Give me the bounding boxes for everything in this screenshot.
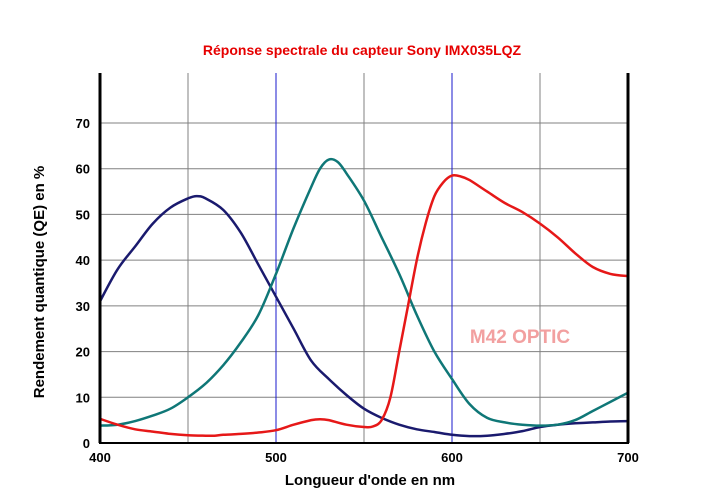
grid: [100, 73, 628, 443]
series-line-red: [98, 173, 630, 438]
y-tick-label: 20: [76, 345, 90, 360]
y-tick-label: 0: [83, 436, 90, 451]
y-tick-label: 10: [76, 390, 90, 405]
x-tick-label: 600: [441, 450, 463, 465]
x-tick-label: 400: [89, 450, 111, 465]
x-tick-label: 700: [617, 450, 639, 465]
highlight-lines: [275, 73, 453, 443]
series-group: [98, 157, 630, 438]
series-line-green: [98, 157, 630, 427]
x-tick-labels: 400 500 600 700: [89, 450, 639, 465]
x-axis-label: Longueur d'onde en nm: [285, 472, 455, 489]
y-tick-label: 70: [76, 116, 90, 131]
y-tick-label: 50: [76, 207, 90, 222]
y-axis-label: Rendement quantique (QE) en %: [31, 166, 48, 399]
series-line-blue: [98, 194, 630, 438]
y-tick-label: 40: [76, 253, 90, 268]
watermark-annotation: M42 OPTIC: [470, 327, 571, 348]
axes: [98, 73, 630, 444]
y-tick-label: 60: [76, 162, 90, 177]
y-tick-labels: 0 10 20 30 40 50 60 70: [76, 116, 90, 451]
chart-title: Réponse spectrale du capteur Sony IMX035…: [203, 42, 522, 58]
y-tick-label: 30: [76, 299, 90, 314]
x-tick-label: 500: [265, 450, 287, 465]
